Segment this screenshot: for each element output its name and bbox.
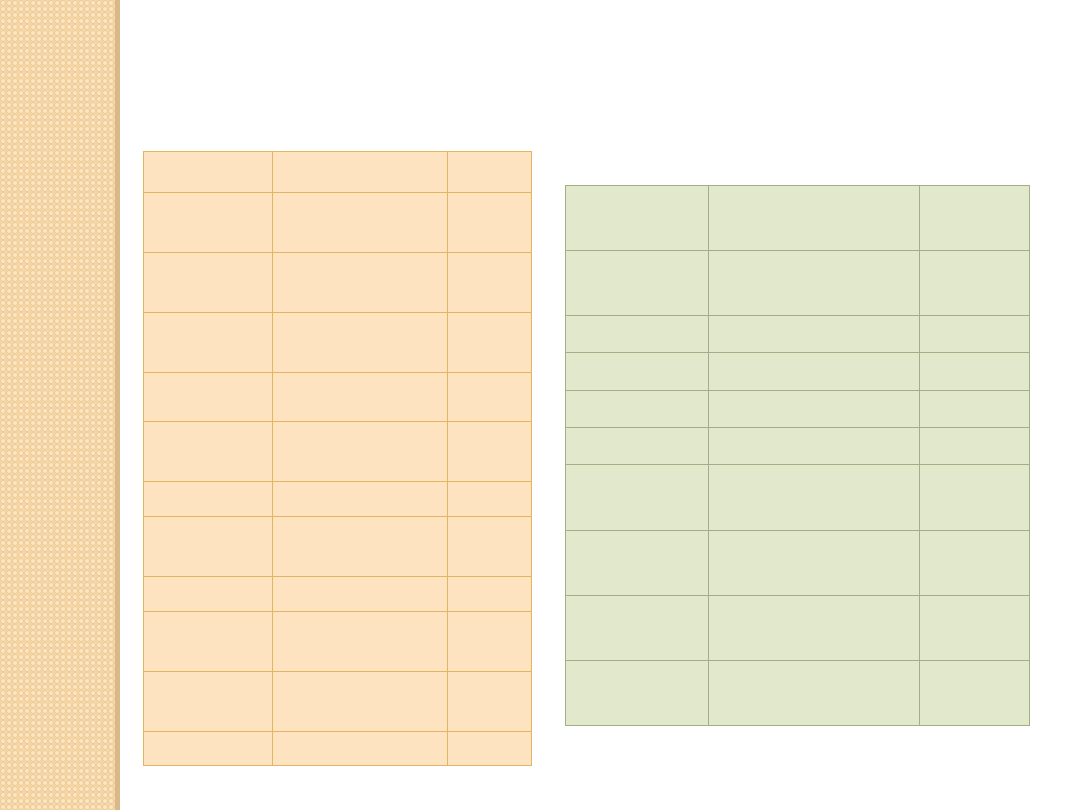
table-cell bbox=[143, 192, 273, 253]
table-cell bbox=[919, 390, 1030, 428]
table-cell bbox=[272, 312, 448, 373]
table-cell bbox=[272, 421, 448, 482]
table-cell bbox=[272, 481, 448, 517]
table-cell bbox=[447, 192, 532, 253]
table-cell bbox=[272, 576, 448, 612]
table-cell bbox=[447, 671, 532, 732]
side-band bbox=[0, 0, 115, 810]
table-cell bbox=[272, 611, 448, 672]
table-cell bbox=[565, 352, 709, 391]
table-cell bbox=[272, 192, 448, 253]
table-cell bbox=[919, 530, 1030, 596]
table-cell bbox=[919, 427, 1030, 465]
table-cell bbox=[708, 530, 920, 596]
table-cell bbox=[447, 312, 532, 373]
table-cell bbox=[143, 611, 273, 672]
table-cell bbox=[272, 252, 448, 313]
table-cell bbox=[708, 464, 920, 531]
table-cell bbox=[565, 660, 709, 726]
table-cell bbox=[143, 312, 273, 373]
table-cell bbox=[708, 390, 920, 428]
table-cell bbox=[565, 250, 709, 316]
table-cell bbox=[565, 530, 709, 596]
table-cell bbox=[143, 671, 273, 732]
table-cell bbox=[447, 481, 532, 517]
table-cell bbox=[708, 352, 920, 391]
table-cell bbox=[919, 352, 1030, 391]
table-cell bbox=[565, 315, 709, 353]
table-cell bbox=[708, 427, 920, 465]
table-cell bbox=[708, 315, 920, 353]
table-cell bbox=[447, 731, 532, 766]
table-cell bbox=[447, 372, 532, 422]
table-cell bbox=[447, 151, 532, 193]
table-cell bbox=[143, 421, 273, 482]
table-cell bbox=[708, 660, 920, 726]
table-cell bbox=[447, 576, 532, 612]
table-cell bbox=[143, 516, 273, 577]
table-cell bbox=[447, 421, 532, 482]
table-cell bbox=[565, 595, 709, 661]
table-cell bbox=[272, 372, 448, 422]
table-cell bbox=[272, 671, 448, 732]
table-cell bbox=[708, 595, 920, 661]
table-cell bbox=[565, 185, 709, 251]
table-cell bbox=[272, 731, 448, 766]
table-cell bbox=[919, 660, 1030, 726]
left-table bbox=[143, 151, 532, 766]
table-cell bbox=[919, 464, 1030, 531]
table-cell bbox=[143, 372, 273, 422]
table-cell bbox=[143, 481, 273, 517]
side-band-edge bbox=[115, 0, 120, 810]
table-cell bbox=[447, 252, 532, 313]
table-cell bbox=[143, 731, 273, 766]
table-cell bbox=[565, 390, 709, 428]
table-cell bbox=[565, 464, 709, 531]
table-cell bbox=[919, 595, 1030, 661]
table-cell bbox=[143, 151, 273, 193]
right-table bbox=[565, 185, 1030, 726]
table-cell bbox=[272, 151, 448, 193]
table-cell bbox=[919, 250, 1030, 316]
table-cell bbox=[919, 185, 1030, 251]
table-cell bbox=[143, 252, 273, 313]
table-cell bbox=[447, 611, 532, 672]
table-cell bbox=[919, 315, 1030, 353]
table-cell bbox=[565, 427, 709, 465]
table-cell bbox=[708, 185, 920, 251]
table-cell bbox=[272, 516, 448, 577]
table-cell bbox=[447, 516, 532, 577]
table-cell bbox=[143, 576, 273, 612]
table-cell bbox=[708, 250, 920, 316]
